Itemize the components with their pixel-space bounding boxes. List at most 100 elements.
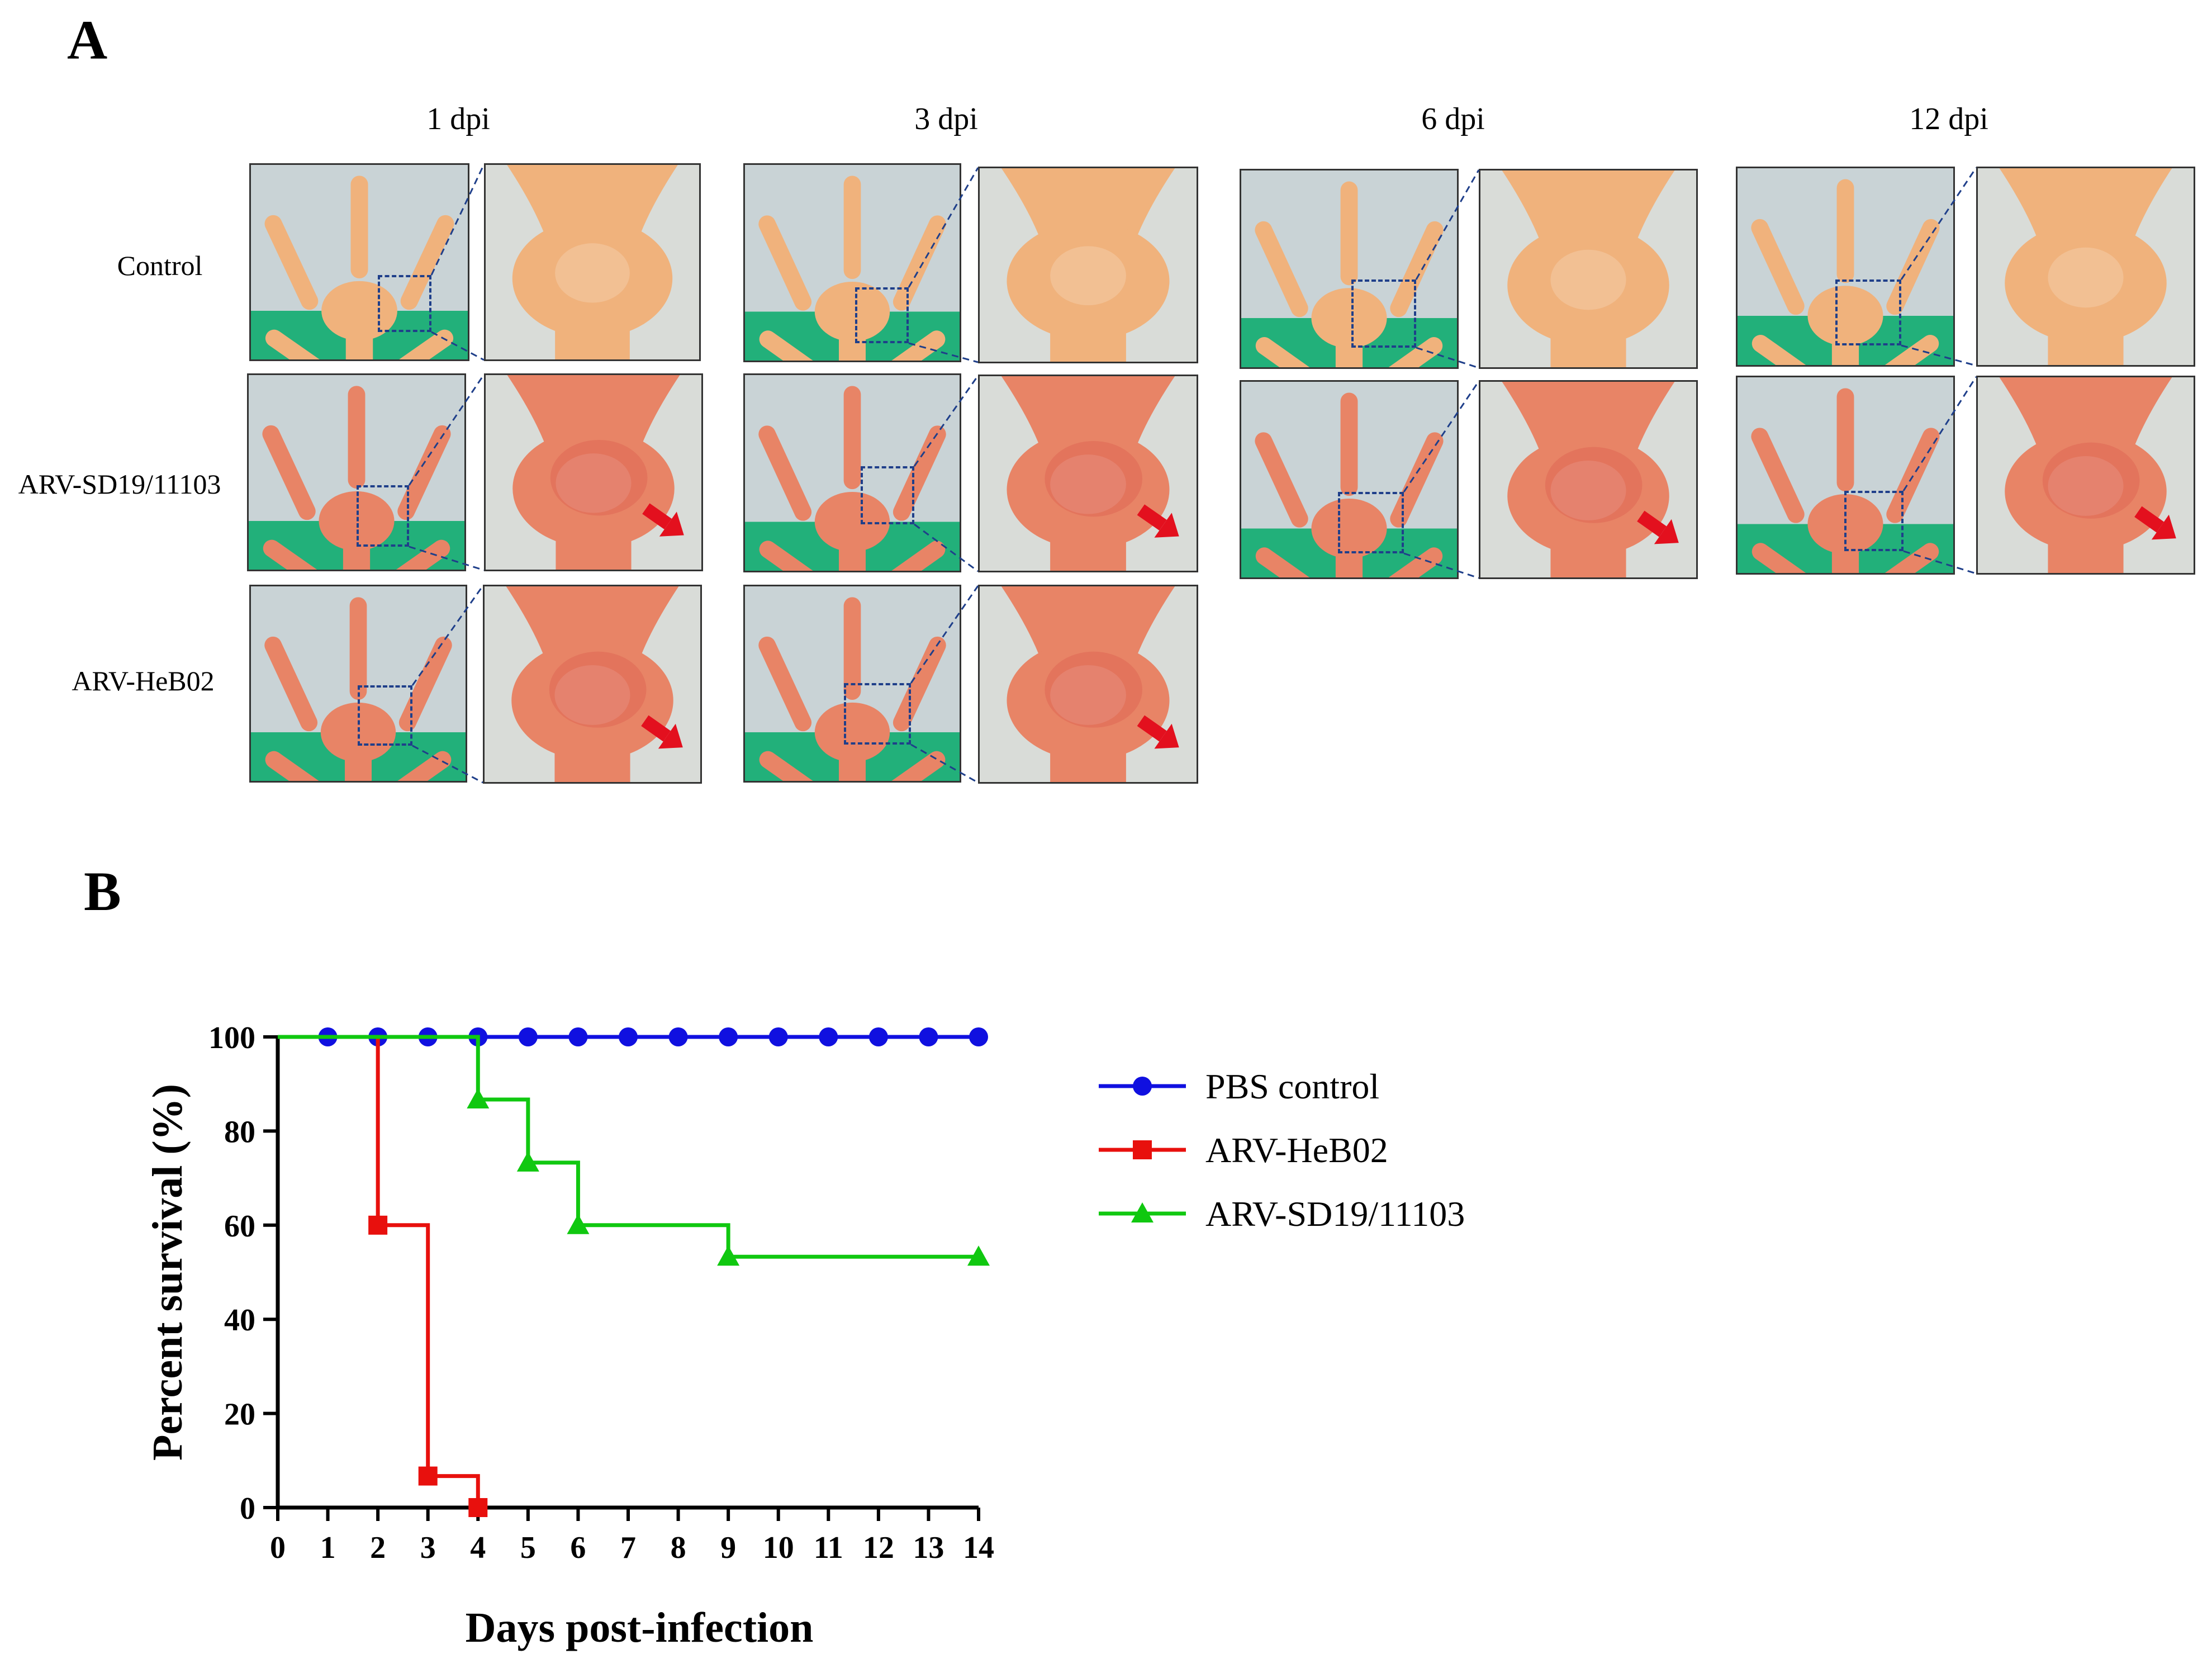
- photo-1dpi-control-foot: [249, 163, 469, 361]
- photo-3dpi-sd19-foot: [743, 373, 961, 572]
- foot-image: [745, 375, 960, 571]
- column-label-6dpi: 6 dpi: [1421, 102, 1485, 136]
- legend-label: PBS control: [1205, 1067, 1379, 1106]
- data-point-arv-heb02: [368, 1215, 388, 1235]
- x-tick-label: 1: [320, 1530, 336, 1565]
- data-point-pbs-control: [819, 1027, 838, 1046]
- photo-12dpi-sd19-zoom: [1976, 376, 2195, 575]
- foot-image: [251, 586, 466, 781]
- data-point-pbs-control: [969, 1027, 988, 1046]
- chart-labels: Days post-infection Percent survival (%): [144, 1084, 813, 1651]
- data-point-pbs-control: [518, 1027, 538, 1046]
- data-point-pbs-control: [568, 1027, 588, 1046]
- data-point-arv-sd19-11103: [516, 1151, 539, 1172]
- photo-3dpi-heb02-zoom: [978, 585, 1198, 784]
- x-tick-label: 3: [420, 1530, 436, 1565]
- data-point-pbs-control: [768, 1027, 788, 1046]
- data-point-pbs-control: [868, 1027, 888, 1046]
- photo-1dpi-heb02-zoom: [483, 585, 702, 784]
- data-point-arv-sd19-11103: [967, 1245, 990, 1266]
- enlarged-lesion-image: [1480, 382, 1696, 577]
- y-tick-label: 20: [224, 1397, 255, 1432]
- legend-marker: [1133, 1140, 1152, 1159]
- x-tick-label: 14: [963, 1530, 994, 1565]
- data-point-pbs-control: [619, 1027, 638, 1046]
- legend-marker: [1131, 1202, 1154, 1222]
- data-point-arv-sd19-11103: [467, 1088, 490, 1108]
- legend-item-pbs-control: PBS control: [1099, 1067, 1379, 1106]
- y-tick-label: 40: [224, 1303, 255, 1338]
- zoom-box-1dpi-heb02: [358, 685, 412, 746]
- x-tick-label: 12: [863, 1530, 894, 1565]
- series-line-arv-heb02: [278, 1035, 480, 1508]
- chart-legend: PBS control ARV-HeB02 ARV-SD19/11103: [1099, 1067, 1465, 1234]
- x-tick-label: 9: [720, 1530, 736, 1565]
- photo-3dpi-control-foot: [743, 163, 961, 362]
- foot-image: [251, 165, 468, 359]
- data-point-arv-sd19-11103: [717, 1245, 740, 1266]
- chart-series: [278, 1027, 990, 1517]
- photo-6dpi-control-zoom: [1479, 169, 1698, 369]
- legend-item-arv-heb02: ARV-HeB02: [1099, 1130, 1388, 1170]
- column-label-12dpi: 12 dpi: [1909, 102, 1988, 136]
- enlarged-lesion-image: [486, 375, 701, 570]
- panel-b-label: B: [84, 860, 121, 922]
- legend-item-arv-sd19-11103: ARV-SD19/11103: [1099, 1194, 1465, 1234]
- y-tick-label: 60: [224, 1209, 255, 1244]
- photo-1dpi-control-zoom: [484, 163, 701, 361]
- foot-image: [1241, 170, 1457, 367]
- enlarged-lesion-image: [980, 586, 1197, 782]
- series-arv-heb02: [278, 1035, 488, 1517]
- zoom-box-1dpi-sd19: [357, 485, 409, 547]
- enlarged-lesion-image: [1978, 377, 2194, 573]
- zoom-box-12dpi-sd19: [1844, 491, 1904, 551]
- enlarged-lesion-image: [980, 376, 1197, 571]
- legend-label: ARV-SD19/11103: [1205, 1194, 1465, 1234]
- y-tick-label: 80: [224, 1115, 255, 1149]
- series-arv-sd19-11103: [278, 1035, 990, 1266]
- x-axis-title: Days post-infection: [466, 1604, 814, 1651]
- foot-image: [745, 165, 960, 361]
- column-label-1dpi: 1 dpi: [426, 102, 490, 136]
- enlarged-lesion-image: [1978, 168, 2194, 365]
- x-tick-label: 8: [671, 1530, 686, 1565]
- y-tick-label: 100: [208, 1021, 255, 1055]
- enlarged-lesion-image: [980, 168, 1197, 362]
- x-tick-label: 0: [270, 1530, 286, 1565]
- zoom-box-3dpi-sd19: [861, 466, 914, 524]
- x-tick-label: 10: [763, 1530, 794, 1565]
- photo-3dpi-control-zoom: [978, 167, 1198, 363]
- x-tick-label: 13: [913, 1530, 944, 1565]
- x-tick-label: 5: [520, 1530, 536, 1565]
- row-label-control: Control: [117, 250, 203, 281]
- x-tick-label: 11: [814, 1530, 843, 1565]
- zoom-box-3dpi-control: [855, 287, 909, 343]
- data-point-pbs-control: [668, 1027, 688, 1046]
- x-tick-label: 7: [620, 1530, 636, 1565]
- photo-6dpi-control-foot: [1240, 169, 1459, 369]
- y-tick-label: 0: [240, 1491, 255, 1526]
- zoom-box-12dpi-control: [1835, 279, 1901, 345]
- data-point-pbs-control: [919, 1027, 938, 1046]
- photo-1dpi-sd19-zoom: [484, 373, 703, 571]
- zoom-box-1dpi-control: [378, 275, 431, 332]
- zoom-box-6dpi-sd19: [1338, 492, 1404, 553]
- photo-1dpi-heb02-foot: [249, 585, 467, 783]
- y-axis-title: Percent survival (%): [144, 1084, 191, 1461]
- enlarged-lesion-image: [486, 165, 699, 359]
- zoom-box-3dpi-heb02: [844, 683, 911, 745]
- panel-a-label: A: [67, 9, 108, 71]
- legend-marker: [1133, 1077, 1152, 1096]
- photo-3dpi-sd19-zoom: [978, 375, 1198, 572]
- enlarged-lesion-image: [485, 586, 700, 782]
- legend-label: ARV-HeB02: [1205, 1130, 1388, 1170]
- data-point-pbs-control: [719, 1027, 738, 1046]
- x-tick-label: 6: [570, 1530, 586, 1565]
- data-point-arv-heb02: [418, 1466, 438, 1486]
- data-point-arv-sd19-11103: [567, 1214, 590, 1234]
- photo-12dpi-control-zoom: [1976, 167, 2195, 367]
- data-point-arv-heb02: [468, 1498, 488, 1517]
- row-label-arv-sd19: ARV-SD19/11103: [18, 468, 221, 500]
